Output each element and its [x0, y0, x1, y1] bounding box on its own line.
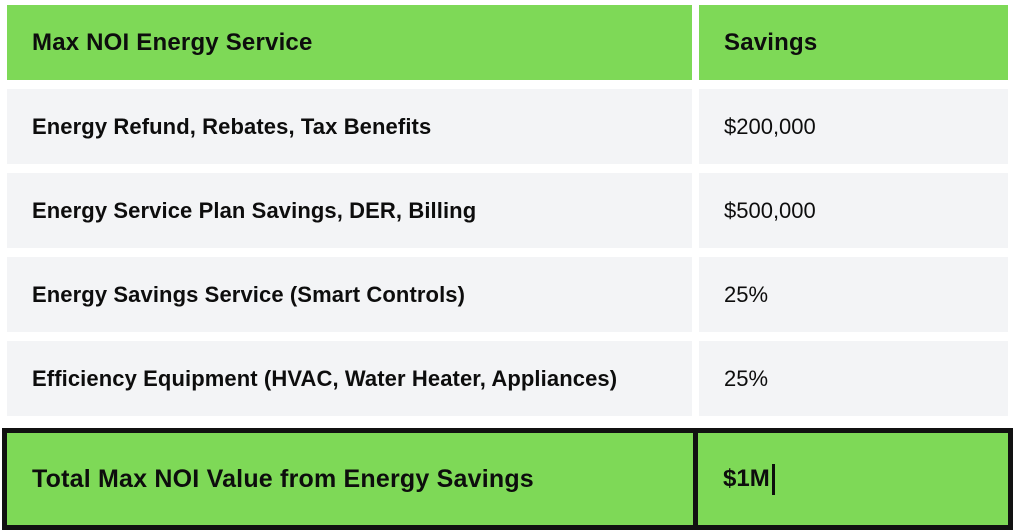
total-label: Total Max NOI Value from Energy Savings	[32, 464, 534, 493]
total-row: Total Max NOI Value from Energy Savings …	[2, 428, 1013, 530]
row-label: Energy Savings Service (Smart Controls)	[32, 281, 466, 307]
row-value-cell[interactable]: 25%	[699, 257, 1008, 332]
table-row: Energy Refund, Rebates, Tax Benefits $20…	[7, 89, 1008, 164]
row-value-cell[interactable]: $500,000	[699, 173, 1008, 248]
row-label-cell[interactable]: Energy Savings Service (Smart Controls)	[7, 257, 692, 332]
row-label: Efficiency Equipment (HVAC, Water Heater…	[32, 365, 618, 391]
row-value: 25%	[724, 281, 769, 307]
row-label: Energy Refund, Rebates, Tax Benefits	[32, 113, 432, 139]
header-service-label: Max NOI Energy Service	[32, 28, 313, 56]
table-row: Energy Savings Service (Smart Controls) …	[7, 257, 1008, 332]
row-value: $200,000	[724, 113, 816, 139]
row-value-cell[interactable]: $200,000	[699, 89, 1008, 164]
total-row-divider	[693, 433, 698, 525]
total-value-cell[interactable]: $1M	[698, 433, 1008, 525]
table-row: Efficiency Equipment (HVAC, Water Heater…	[7, 341, 1008, 416]
row-label-cell[interactable]: Efficiency Equipment (HVAC, Water Heater…	[7, 341, 692, 416]
text-cursor	[771, 463, 775, 495]
header-cell-savings[interactable]: Savings	[699, 5, 1008, 80]
header-cell-service[interactable]: Max NOI Energy Service	[7, 5, 692, 80]
row-value-cell[interactable]: 25%	[699, 341, 1008, 416]
row-label-cell[interactable]: Energy Service Plan Savings, DER, Billin…	[7, 173, 692, 248]
total-label-cell[interactable]: Total Max NOI Value from Energy Savings	[7, 433, 693, 525]
table-row: Energy Service Plan Savings, DER, Billin…	[7, 173, 1008, 248]
header-savings-label: Savings	[724, 28, 818, 56]
row-value: $500,000	[724, 197, 816, 223]
total-value: $1M	[723, 465, 770, 492]
row-label: Energy Service Plan Savings, DER, Billin…	[32, 197, 477, 223]
row-label-cell[interactable]: Energy Refund, Rebates, Tax Benefits	[7, 89, 692, 164]
row-value: 25%	[724, 365, 769, 391]
table-header-row: Max NOI Energy Service Savings	[7, 5, 1008, 80]
